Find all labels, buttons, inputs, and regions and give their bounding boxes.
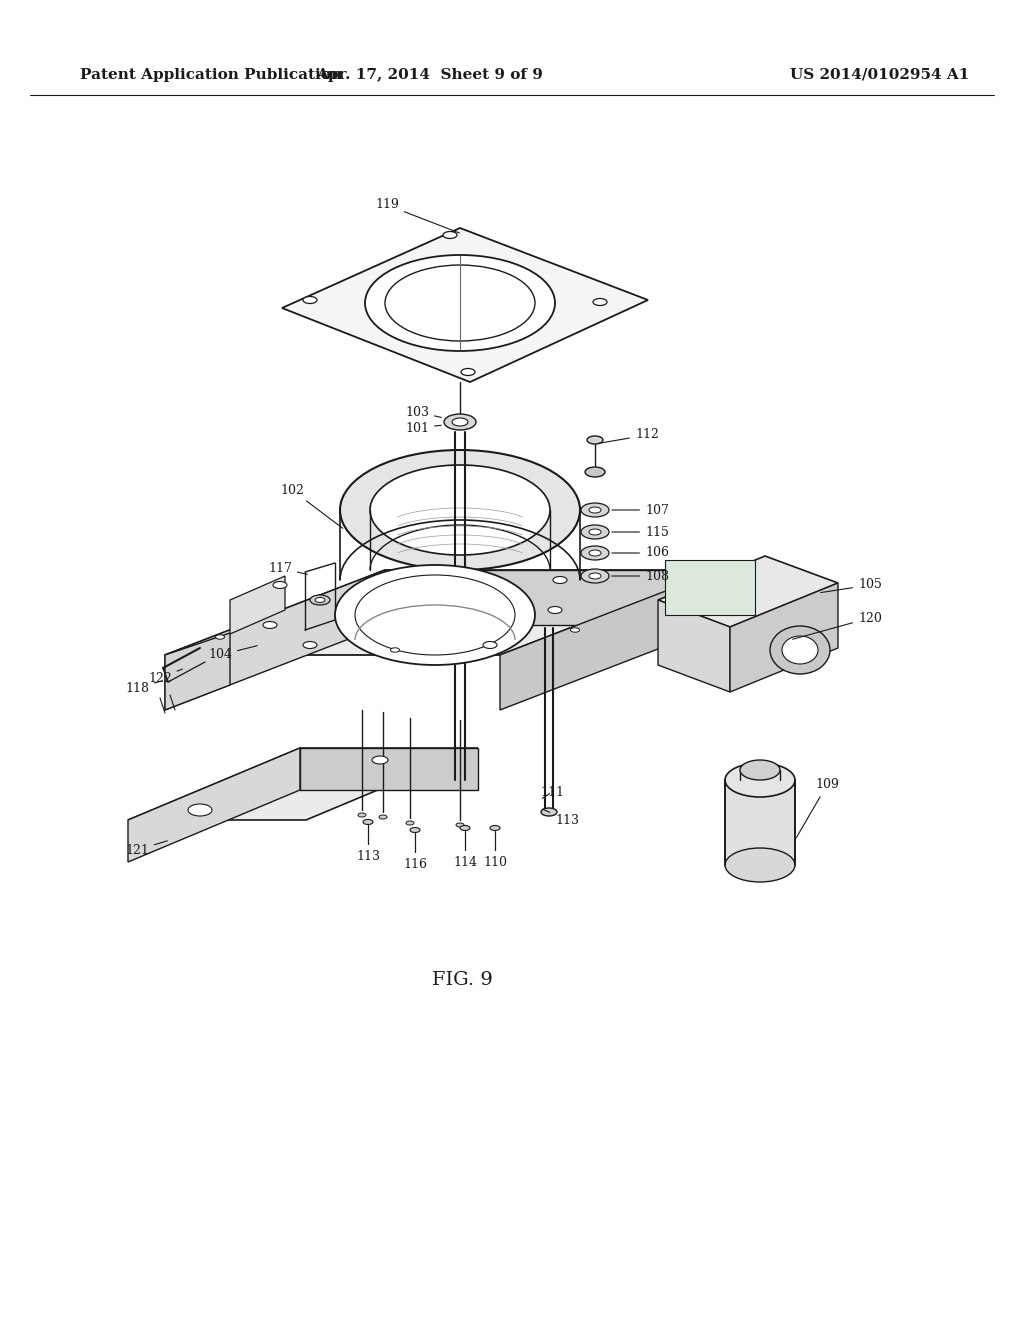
- Polygon shape: [282, 228, 648, 381]
- Ellipse shape: [581, 546, 609, 560]
- Ellipse shape: [315, 598, 325, 602]
- Ellipse shape: [365, 255, 555, 351]
- Ellipse shape: [444, 414, 476, 430]
- Ellipse shape: [456, 822, 464, 828]
- Polygon shape: [128, 748, 300, 862]
- Ellipse shape: [460, 825, 470, 830]
- Polygon shape: [165, 570, 385, 710]
- Text: 119: 119: [375, 198, 460, 234]
- Ellipse shape: [372, 756, 388, 764]
- Ellipse shape: [358, 813, 366, 817]
- Ellipse shape: [188, 804, 212, 816]
- Ellipse shape: [589, 573, 601, 579]
- Ellipse shape: [490, 825, 500, 830]
- Text: 116: 116: [403, 858, 427, 871]
- Ellipse shape: [770, 626, 830, 675]
- Text: 115: 115: [611, 525, 669, 539]
- Ellipse shape: [410, 828, 420, 833]
- Ellipse shape: [310, 595, 330, 605]
- Ellipse shape: [443, 231, 457, 239]
- Ellipse shape: [303, 297, 317, 304]
- Ellipse shape: [581, 525, 609, 539]
- Ellipse shape: [335, 565, 535, 665]
- Polygon shape: [658, 556, 838, 627]
- Ellipse shape: [593, 298, 607, 305]
- Ellipse shape: [581, 569, 609, 583]
- Ellipse shape: [461, 368, 475, 375]
- Ellipse shape: [273, 582, 287, 589]
- Polygon shape: [165, 570, 720, 655]
- Text: Apr. 17, 2014  Sheet 9 of 9: Apr. 17, 2014 Sheet 9 of 9: [316, 69, 544, 82]
- Text: 113: 113: [356, 850, 380, 863]
- Text: FIG. 9: FIG. 9: [431, 972, 493, 989]
- Polygon shape: [165, 634, 230, 710]
- Ellipse shape: [263, 622, 278, 628]
- Text: 104: 104: [208, 645, 257, 661]
- Ellipse shape: [390, 648, 399, 652]
- Ellipse shape: [553, 577, 567, 583]
- Ellipse shape: [452, 418, 468, 426]
- Text: 117: 117: [268, 561, 307, 574]
- Ellipse shape: [570, 628, 580, 632]
- Ellipse shape: [483, 642, 497, 648]
- Text: 120: 120: [793, 611, 882, 639]
- Text: 102: 102: [280, 483, 343, 528]
- Text: 101: 101: [406, 421, 441, 434]
- Text: 108: 108: [611, 569, 669, 582]
- Text: 103: 103: [406, 405, 441, 418]
- Polygon shape: [658, 601, 730, 692]
- Ellipse shape: [215, 635, 224, 639]
- Ellipse shape: [548, 606, 562, 614]
- Ellipse shape: [589, 529, 601, 535]
- Polygon shape: [385, 570, 720, 624]
- Text: 113: 113: [543, 809, 579, 826]
- Polygon shape: [730, 583, 838, 692]
- Ellipse shape: [303, 642, 317, 648]
- Text: 121: 121: [125, 841, 167, 857]
- Text: 114: 114: [453, 857, 477, 870]
- Ellipse shape: [589, 507, 601, 513]
- Text: 112: 112: [598, 429, 658, 444]
- Ellipse shape: [541, 808, 557, 816]
- Text: 109: 109: [797, 779, 839, 838]
- Ellipse shape: [370, 465, 550, 554]
- Ellipse shape: [589, 550, 601, 556]
- Ellipse shape: [379, 814, 387, 818]
- Ellipse shape: [587, 436, 603, 444]
- Bar: [665, 560, 755, 615]
- Ellipse shape: [581, 503, 609, 517]
- Text: 118: 118: [125, 681, 163, 694]
- Ellipse shape: [782, 636, 818, 664]
- Polygon shape: [128, 748, 478, 820]
- Text: 107: 107: [611, 503, 669, 516]
- Ellipse shape: [385, 265, 535, 341]
- Ellipse shape: [406, 821, 414, 825]
- Ellipse shape: [725, 763, 795, 797]
- Text: Patent Application Publication: Patent Application Publication: [80, 69, 342, 82]
- Text: US 2014/0102954 A1: US 2014/0102954 A1: [790, 69, 970, 82]
- Ellipse shape: [725, 847, 795, 882]
- Text: 105: 105: [821, 578, 882, 593]
- Ellipse shape: [585, 467, 605, 477]
- Ellipse shape: [362, 820, 373, 825]
- Text: 106: 106: [611, 546, 669, 560]
- Text: 110: 110: [483, 857, 507, 870]
- Polygon shape: [300, 748, 478, 789]
- Text: 122: 122: [148, 669, 182, 685]
- Polygon shape: [725, 780, 795, 865]
- Polygon shape: [500, 570, 720, 710]
- Text: 111: 111: [540, 785, 564, 799]
- Ellipse shape: [340, 450, 580, 570]
- Polygon shape: [230, 576, 285, 634]
- Ellipse shape: [740, 760, 780, 780]
